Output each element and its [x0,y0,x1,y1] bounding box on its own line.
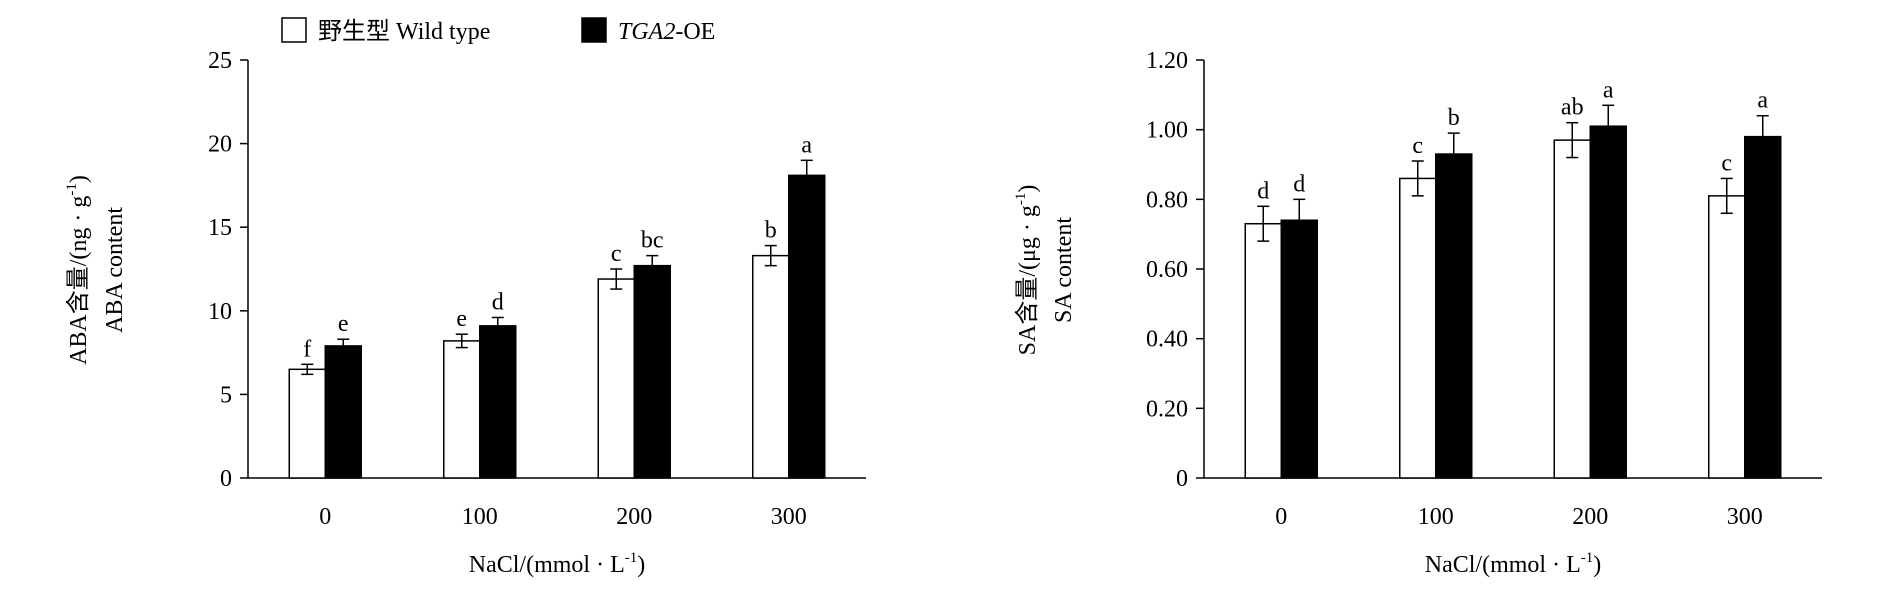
sa-x-axis-title: NaCl/(mmol · L-1) [1425,550,1601,578]
sa-y-tick-label: 0.20 [1146,396,1188,422]
aba-x-tick-label: 100 [462,504,498,530]
aba-y-tick-label: 25 [208,48,232,74]
legend-label-tga2-oe: TGA2-OE [618,19,715,45]
aba-significance-letter: f [303,336,311,362]
aba-significance-letter: e [456,306,467,332]
aba-x-axis-title: NaCl/(mmol · L-1) [469,550,645,578]
aba-y-tick-label: 20 [208,132,232,158]
sa-bar [1244,222,1282,479]
aba-significance-letter: d [492,289,504,315]
aba-y-tick-label: 5 [220,382,232,408]
aba-significance-letter: a [801,132,812,158]
aba-y-ticks: 0 5 10 15 20 25 [208,48,248,492]
aba-significance-letter: bc [641,228,664,254]
sa-bar [1399,177,1437,479]
sa-x-ticks: 0 100 200 300 [1275,504,1763,530]
sa-bar [1744,135,1782,479]
aba-significance-letter: c [611,241,622,267]
sa-bar [1589,125,1627,479]
legend-label-wild-type: 野生型 Wild type [318,18,490,45]
sa-y-axis-title-line2: SA content [1051,217,1077,323]
aba-y-axis-title-line1: ABA含量/(ng · g-1) [64,175,92,365]
aba-y-axis-title: ABA含量/(ng · g-1) ABA content [64,175,128,365]
sa-significance-letter: a [1603,77,1614,103]
aba-bar [752,254,790,479]
sa-significance-letter: d [1293,171,1305,197]
legend-swatch-wild-type [281,17,307,43]
sa-significance-letter: ab [1561,95,1584,121]
legend-swatch-tga2-oe [581,17,607,43]
aba-bar [443,340,481,479]
sa-y-tick-label: 1.20 [1146,48,1188,74]
aba-bar [633,264,671,479]
aba-bar [479,325,517,479]
sa-significance-letter: c [1412,133,1423,159]
sa-significance-letter: d [1257,178,1269,204]
aba-x-ticks: 0 100 200 300 [319,504,807,530]
aba-significance-letter: e [338,311,349,337]
sa-y-axis-title-line1: SA含量/(μg · g-1) [1013,185,1041,356]
sa-x-tick-label: 0 [1275,504,1287,530]
sa-bar [1280,219,1318,479]
aba-y-tick-label: 15 [208,215,232,241]
sa-chart: 0 0.20 0.40 0.60 0.80 1.00 1.20 0 100 200 300 d d c… [1013,48,1822,578]
aba-x-tick-label: 0 [319,504,331,530]
sa-significance-letter: c [1721,150,1732,176]
sa-y-axis-title: SA含量/(μg · g-1) SA content [1013,185,1077,356]
sa-x-tick-label: 300 [1727,504,1763,530]
sa-y-tick-label: 0.40 [1146,327,1188,353]
aba-significance-letter: b [765,218,777,244]
aba-bar [597,278,635,479]
sa-bar [1708,195,1746,479]
sa-y-tick-label: 0.60 [1146,257,1188,283]
sa-x-tick-label: 200 [1572,504,1608,530]
sa-significance-letter: b [1448,105,1460,131]
sa-bar [1553,139,1591,479]
aba-bar [288,368,326,479]
sa-y-tick-label: 0 [1176,466,1188,492]
aba-x-tick-label: 200 [616,504,652,530]
sa-y-tick-label: 1.00 [1146,118,1188,144]
aba-y-tick-label: 0 [220,466,232,492]
sa-bar [1435,153,1473,479]
aba-y-tick-label: 10 [208,299,232,325]
sa-significance-letter: a [1757,88,1768,114]
aba-x-tick-label: 300 [771,504,807,530]
sa-y-tick-label: 0.80 [1146,187,1188,213]
aba-y-axis-title-line2: ABA content [102,207,128,333]
legend: 野生型 Wild type TGA2-OE [281,17,715,45]
sa-y-ticks: 0 0.20 0.40 0.60 0.80 1.00 1.20 [1146,48,1204,492]
sa-x-tick-label: 100 [1418,504,1454,530]
aba-bar [788,174,826,479]
aba-bar [324,345,362,479]
